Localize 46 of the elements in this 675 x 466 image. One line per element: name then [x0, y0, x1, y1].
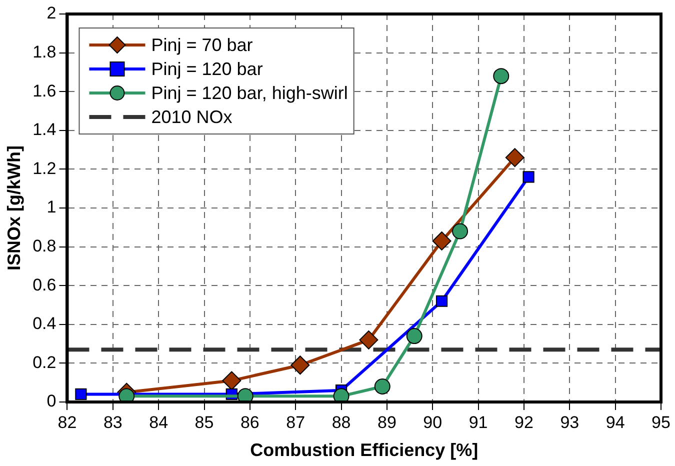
point: [75, 388, 87, 400]
y-tick-label: 1.6: [32, 81, 56, 100]
point: [452, 223, 468, 240]
y-tick-label: 0: [46, 392, 56, 411]
y-tick-label: 0.4: [32, 314, 56, 334]
point: [522, 171, 534, 183]
x-tick-label: 93: [560, 412, 580, 432]
y-tick-label: 1.8: [32, 42, 56, 62]
x-tick-label: 95: [652, 412, 670, 432]
y-tick-label: 0.2: [32, 352, 56, 372]
x-tick-label: 94: [606, 412, 625, 432]
point: [118, 388, 135, 402]
x-tick-label: 90: [423, 412, 442, 432]
x-tick-label: 84: [149, 412, 168, 432]
x-tick-label: 85: [194, 412, 214, 432]
legend-label: 2010 NOx: [151, 106, 232, 127]
legend-label: Pinj = 120 bar, high-swirl: [151, 82, 348, 103]
point: [493, 68, 510, 84]
point: [406, 328, 422, 344]
y-tick-label: 1: [46, 198, 56, 217]
point: [290, 356, 310, 375]
y-tick-label: 1.2: [32, 158, 56, 178]
y-tick-label: 2: [46, 4, 56, 23]
y-tick-label: 0.8: [32, 236, 56, 256]
legend-label: Pinj = 70 bar: [151, 34, 253, 55]
x-tick-label: 86: [240, 412, 260, 432]
x-tick-label: 88: [332, 412, 351, 432]
point: [333, 388, 350, 402]
point: [374, 378, 390, 394]
y-tick-label: 0.6: [32, 275, 56, 294]
point: [436, 295, 448, 307]
x-tick-label: 89: [377, 412, 396, 432]
legend-label: Pinj = 120 bar: [151, 58, 263, 79]
x-tick-label: 92: [514, 412, 534, 432]
point: [505, 148, 524, 168]
point: [222, 371, 242, 390]
x-tick-label: 83: [103, 412, 122, 432]
x-tick-label: 87: [286, 412, 306, 432]
point: [237, 388, 254, 402]
point: [432, 231, 452, 250]
x-axis-title: Combustion Efficiency [%]: [250, 440, 478, 460]
y-axis-title: ISNOx [g/kWh]: [4, 146, 24, 270]
x-tick-label: 82: [58, 412, 77, 432]
y-tick-label: 1.4: [32, 120, 56, 140]
x-tick-label: 91: [468, 412, 488, 432]
point: [359, 330, 378, 350]
